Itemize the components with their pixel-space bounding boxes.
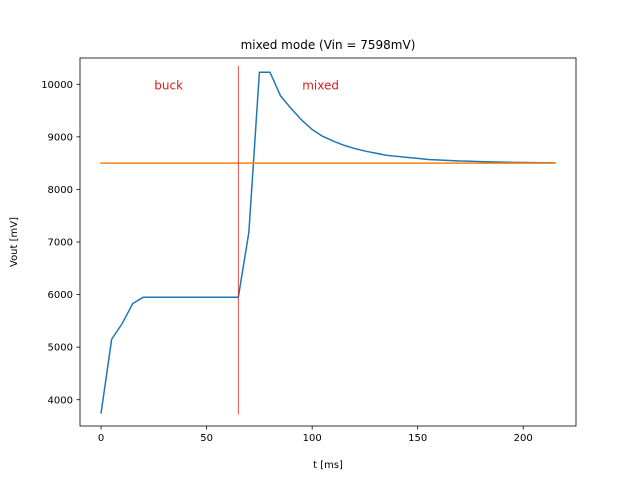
x-axis-title: t [ms]: [313, 460, 343, 471]
y-tick-label: 4000: [48, 395, 73, 406]
y-tick-label: 9000: [48, 132, 73, 143]
y-tick-label: 7000: [48, 238, 73, 249]
annotation-mixed: mixed: [302, 78, 339, 92]
y-tick-label: 10000: [41, 80, 73, 91]
plot-area: buck mixed 0 50 100 150 200 4000 5000 6000 7000 800…: [41, 57, 577, 444]
series-line-0: [100, 71, 556, 414]
y-axis-title: Vout [mV]: [9, 217, 20, 267]
y-tick-label: 5000: [48, 343, 73, 354]
x-tick-label: 50: [200, 433, 213, 444]
y-tick-label: 6000: [48, 290, 73, 301]
x-tick-label: 0: [98, 433, 104, 444]
x-tick-label: 150: [408, 433, 427, 444]
x-tick-label: 200: [514, 433, 533, 444]
chart-title: mixed mode (Vin = 7598mV): [241, 38, 416, 52]
x-tick-label: 100: [303, 433, 322, 444]
y-tick-label: 8000: [48, 185, 73, 196]
annotation-buck: buck: [154, 78, 183, 92]
